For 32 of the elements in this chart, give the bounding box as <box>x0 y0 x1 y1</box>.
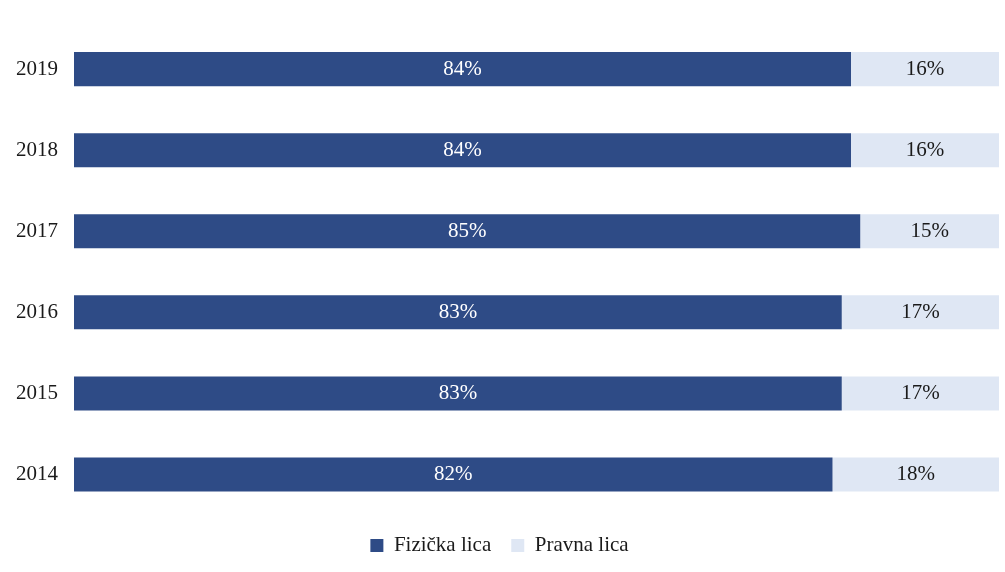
y-tick-label: 2018 <box>16 136 58 161</box>
bar <box>860 214 999 249</box>
legend-label: Fizička lica <box>393 532 492 557</box>
bar <box>851 133 999 168</box>
bar <box>74 52 851 87</box>
bar <box>74 376 842 411</box>
data-label: 18% <box>896 460 935 485</box>
bar <box>832 457 999 492</box>
data-label: 85% <box>447 217 487 242</box>
bar <box>74 295 842 330</box>
data-label: 82% <box>434 460 473 485</box>
y-tick-label: 2016 <box>16 298 58 323</box>
bar <box>74 214 861 249</box>
data-label: 84% <box>443 136 482 161</box>
y-tick-label: 2017 <box>16 217 58 242</box>
data-label: 83% <box>438 379 478 404</box>
y-tick-label: 2014 <box>16 460 59 485</box>
data-label: 84% <box>443 55 482 80</box>
data-label: 15% <box>910 217 949 242</box>
bar <box>74 133 851 168</box>
bar <box>841 376 999 411</box>
data-label: 16% <box>905 55 945 80</box>
y-tick-label: 2019 <box>16 55 58 80</box>
bar <box>841 295 999 330</box>
data-label: 83% <box>438 298 478 323</box>
bar <box>851 52 999 87</box>
legend-label: Pravna lica <box>534 532 630 557</box>
bar <box>74 457 833 492</box>
y-tick-label: 2015 <box>16 379 58 404</box>
data-label: 17% <box>901 379 940 404</box>
data-label: 17% <box>901 298 940 323</box>
data-label: 16% <box>905 136 945 161</box>
